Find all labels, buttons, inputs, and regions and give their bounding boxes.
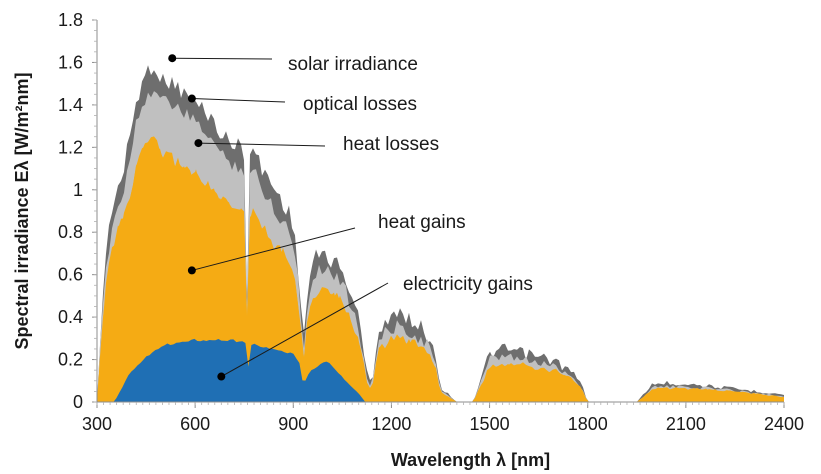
y-axis-title: Spectral irradiance Eλ [W/m²nm] [12, 72, 32, 349]
annotation-leader-heat-losses [198, 142, 326, 147]
x-tick-label-4: 1500 [470, 414, 510, 434]
y-tick-label-8: 1.6 [58, 52, 83, 72]
y-tick-label-7: 1.4 [58, 95, 83, 115]
annotation-label-electricity-gains: electricity gains [403, 274, 533, 295]
x-tick-label-3: 1200 [371, 414, 411, 434]
annotation-dot-heat-losses [194, 139, 203, 148]
y-tick-label-3: 0.6 [58, 265, 83, 285]
annotation-label-heat-gains: heat gains [378, 212, 466, 233]
annotation-dot-heat-gains [187, 266, 196, 275]
annotation-leader-optical-losses [191, 98, 286, 103]
series-area-heat-gains [97, 139, 784, 402]
x-tick-label-0: 300 [82, 414, 112, 434]
annotation-label-optical-losses: optical losses [303, 94, 417, 115]
y-tick-label-4: 0.8 [58, 222, 83, 242]
annotation-leader-heat-gains [191, 227, 356, 271]
annotation-leader-solar-irradiance [172, 57, 273, 60]
series-area-electricity-gains [113, 338, 366, 402]
x-tick-label-2: 900 [278, 414, 308, 434]
x-tick-label-7: 2400 [764, 414, 804, 434]
x-tick-label-5: 1800 [568, 414, 608, 434]
y-tick-label-6: 1.2 [58, 137, 83, 157]
annotation-label-solar-irradiance: solar irradiance [288, 54, 418, 75]
y-tick-label-0: 0 [73, 392, 83, 412]
annotation-label-heat-losses: heat losses [343, 134, 439, 155]
y-tick-label-2: 0.4 [58, 307, 83, 327]
x-tick-label-6: 2100 [666, 414, 706, 434]
annotation-dot-solar-irradiance [168, 54, 177, 63]
y-tick-label-5: 1 [73, 180, 83, 200]
y-tick-label-1: 0.2 [58, 350, 83, 370]
x-axis-title: Wavelength λ [nm] [391, 450, 550, 470]
x-tick-label-1: 600 [180, 414, 210, 434]
y-tick-label-9: 1.8 [58, 10, 83, 30]
annotation-leader-electricity-gains [221, 282, 389, 377]
annotation-dot-optical-losses [187, 94, 196, 103]
annotation-dot-electricity-gains [217, 372, 226, 381]
